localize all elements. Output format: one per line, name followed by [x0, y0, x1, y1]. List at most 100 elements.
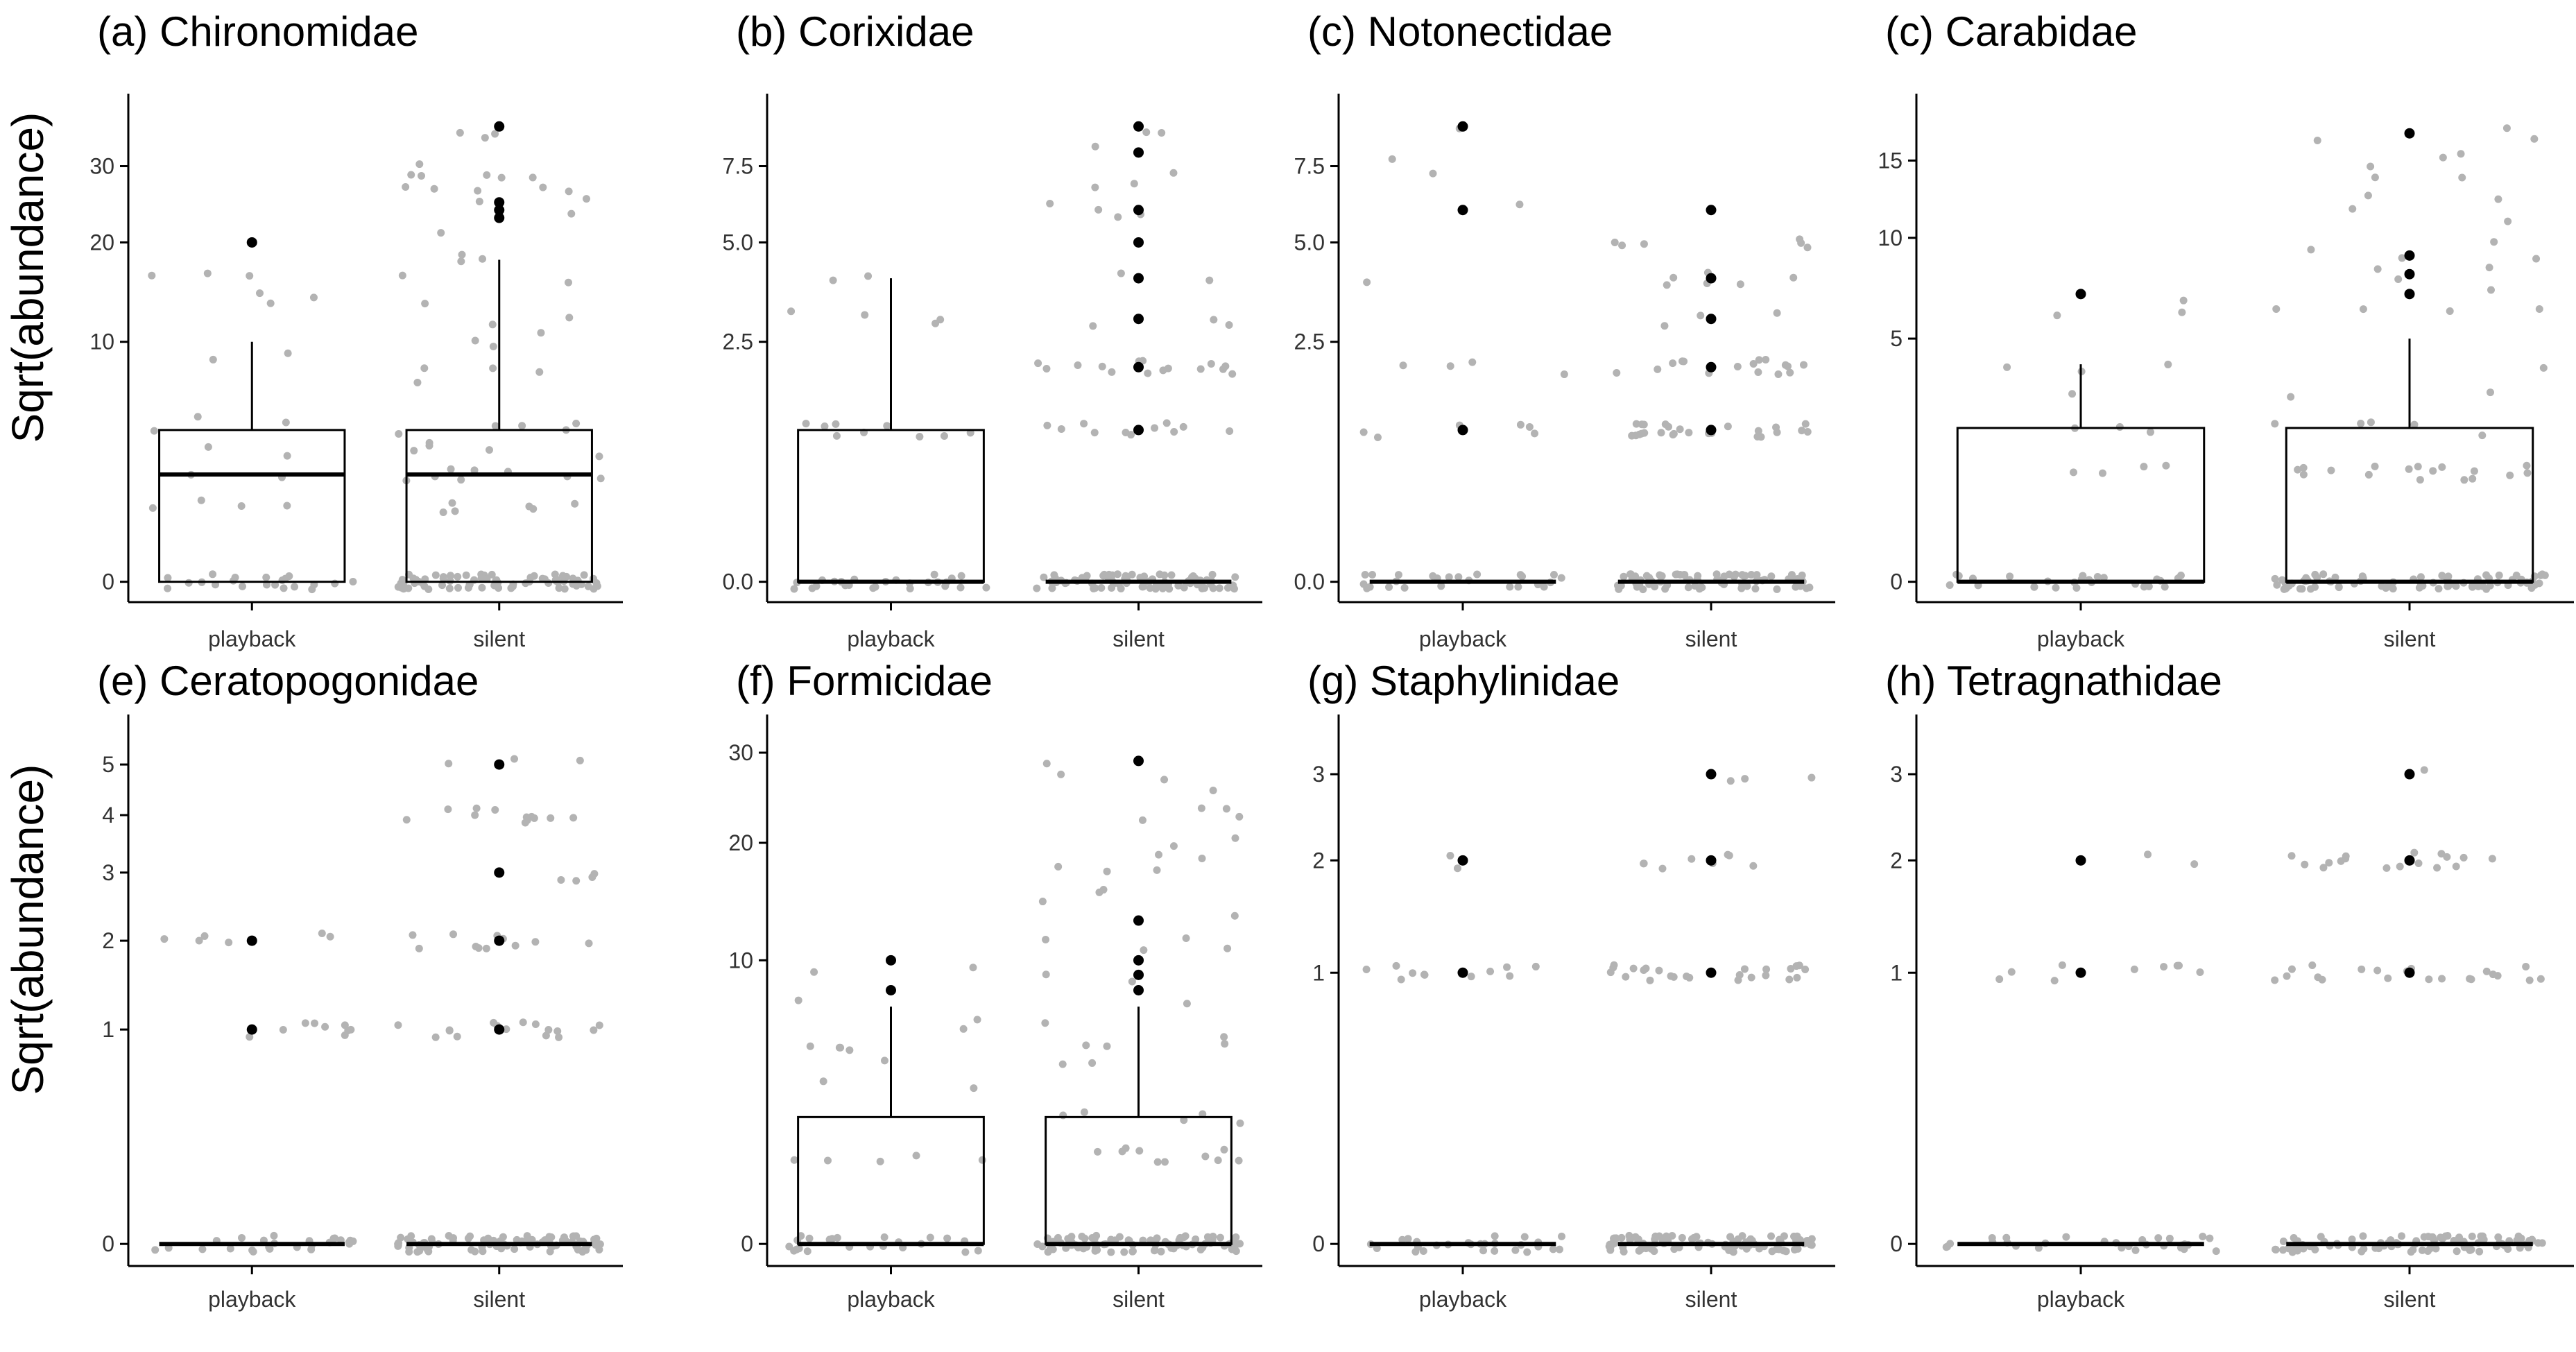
jitter-point — [1180, 583, 1188, 592]
jitter-point — [565, 314, 574, 322]
jitter-point — [547, 1233, 556, 1241]
x-tick-label: playback — [847, 1287, 935, 1312]
jitter-point — [1486, 967, 1495, 975]
jitter-point — [1632, 420, 1640, 428]
jitter-point — [2457, 150, 2465, 158]
jitter-point — [1678, 1233, 1686, 1242]
jitter-point — [194, 413, 202, 421]
jitter-point — [569, 574, 577, 583]
jitter-point — [1042, 936, 1050, 944]
x-tick-label: playback — [1419, 1287, 1507, 1312]
jitter-point — [1098, 362, 1106, 370]
jitter-point — [195, 936, 203, 945]
jitter-point — [1660, 322, 1669, 330]
jitter-point — [2494, 195, 2502, 203]
jitter-point — [1033, 1240, 1042, 1249]
jitter-point — [2140, 463, 2148, 471]
jitter-point — [1646, 976, 1654, 984]
jitter-point — [2287, 965, 2296, 973]
jitter-point — [1203, 1233, 1212, 1241]
jitter-point — [1799, 361, 1808, 369]
box-silent — [394, 121, 605, 594]
jitter-point — [321, 1022, 329, 1031]
jitter-point — [2371, 462, 2379, 470]
jitter-point — [2342, 852, 2350, 860]
jitter-point — [790, 585, 798, 593]
jitter-point — [344, 1027, 352, 1035]
jitter-point — [488, 320, 497, 329]
jitter-point — [488, 570, 496, 579]
x-tick-label: playback — [208, 1287, 296, 1312]
jitter-point — [810, 968, 818, 976]
y-tick-label: 15 — [1878, 148, 1903, 173]
jitter-point — [266, 299, 275, 307]
jitter-point — [1557, 574, 1565, 582]
jitter-point — [569, 1232, 578, 1240]
jitter-point — [1158, 128, 1166, 137]
jitter-point — [832, 420, 840, 428]
jitter-point — [2052, 583, 2060, 592]
jitter-point — [2523, 469, 2532, 477]
jitter-point — [510, 1245, 519, 1253]
jitter-point — [1088, 1233, 1097, 1242]
outlier-point — [1706, 769, 1717, 780]
jitter-point — [974, 1247, 982, 1255]
jitter-point — [1516, 420, 1525, 429]
jitter-point — [2452, 862, 2460, 871]
jitter-point — [1635, 1247, 1643, 1255]
jitter-point — [2030, 583, 2038, 591]
jitter-point — [1514, 583, 1522, 591]
jitter-point — [1555, 1245, 1563, 1253]
box-silent — [1611, 205, 1814, 594]
jitter-point — [291, 583, 299, 591]
jitter-point — [2410, 848, 2419, 857]
jitter-point — [405, 1247, 413, 1256]
jitter-point — [1780, 1247, 1788, 1255]
jitter-point — [1107, 1235, 1115, 1244]
y-tick-label: 0 — [1890, 570, 1903, 594]
jitter-point — [794, 996, 802, 1004]
jitter-point — [1724, 850, 1732, 859]
jitter-point — [309, 293, 318, 302]
jitter-point — [1142, 128, 1151, 137]
box-rect — [158, 429, 346, 583]
jitter-point — [1473, 570, 1482, 579]
jitter-point — [1952, 570, 1961, 579]
outlier-point — [1133, 985, 1144, 995]
x-tick-label: silent — [473, 1287, 525, 1312]
jitter-point — [2364, 470, 2373, 479]
jitter-point — [1373, 434, 1382, 442]
jitter-point — [1359, 428, 1368, 436]
jitter-point — [470, 466, 479, 474]
jitter-point — [565, 187, 573, 196]
jitter-point — [1215, 584, 1223, 592]
jitter-point — [1220, 1145, 1228, 1154]
jitter-point — [2433, 864, 2441, 872]
jitter-point — [553, 1027, 562, 1035]
jitter-point — [1774, 370, 1783, 379]
jitter-point — [2443, 853, 2451, 861]
jitter-point — [418, 171, 426, 180]
jitter-point — [1790, 1232, 1798, 1240]
jitter-point — [2308, 961, 2317, 970]
panel-title: (c) Carabidae — [1885, 8, 2138, 55]
jitter-point — [209, 355, 217, 363]
jitter-point — [2435, 585, 2443, 593]
jitter-point — [2068, 390, 2077, 398]
y-tick-label: 5.0 — [723, 230, 753, 255]
jitter-point — [229, 576, 237, 585]
jitter-point — [1385, 583, 1393, 591]
outlier-point — [1706, 425, 1717, 436]
jitter-point — [531, 938, 540, 946]
jitter-point — [1392, 961, 1400, 970]
jitter-point — [2287, 393, 2295, 401]
jitter-point — [2190, 860, 2199, 868]
outlier-point — [1457, 855, 1468, 866]
jitter-point — [819, 1077, 827, 1086]
y-tick-label: 5.0 — [1294, 230, 1325, 255]
outlier-point — [494, 121, 505, 132]
jitter-point — [226, 1244, 234, 1253]
jitter-point — [1099, 886, 1108, 894]
jitter-point — [420, 364, 429, 373]
